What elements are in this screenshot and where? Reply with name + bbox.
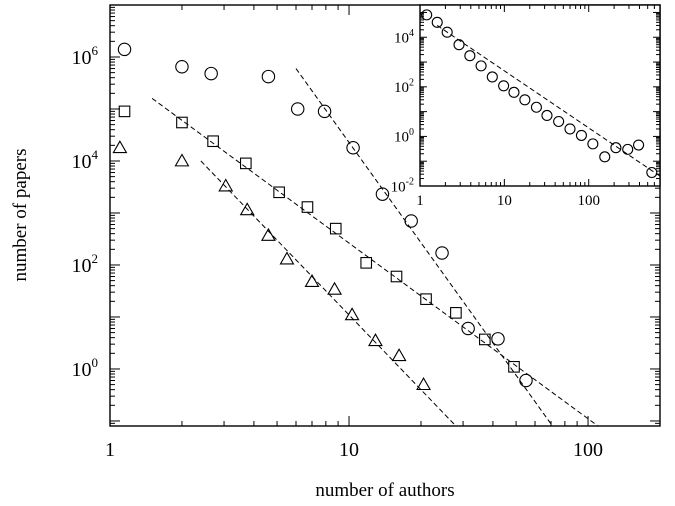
inset-point-circle xyxy=(622,143,634,155)
main-point-square xyxy=(239,157,252,170)
main-point-circle xyxy=(290,102,305,116)
main-point-triangle xyxy=(327,281,343,295)
main-fit-lines xyxy=(151,68,599,426)
main-point-circle xyxy=(435,246,449,260)
main-y-tick-label: 104 xyxy=(72,147,99,173)
main-point-triangle xyxy=(304,273,320,287)
y-axis-title: number of papers xyxy=(10,149,31,282)
inset-y-tick-label: 104 xyxy=(394,28,414,47)
inset-point-circle xyxy=(519,94,531,106)
x-axis-title: number of authors xyxy=(315,480,454,501)
inset-point-circle xyxy=(553,115,565,128)
main-point-triangle xyxy=(416,376,431,391)
main-point-circle xyxy=(204,66,218,81)
inset-point-circle xyxy=(431,16,443,28)
inset-point-circle xyxy=(599,151,611,163)
inset-point-circle xyxy=(453,39,465,51)
inset-x-tick-label: 1 xyxy=(416,193,424,209)
main-point-circle xyxy=(519,373,533,388)
main-x-tick-label: 100 xyxy=(573,439,603,461)
inset-point-circle xyxy=(587,138,599,150)
main-point-triangle xyxy=(218,178,234,192)
inset-chart: 1 10 100 10-2 100 102 104 xyxy=(391,4,661,209)
main-point-square xyxy=(273,186,285,199)
inset-point-circle xyxy=(498,80,510,92)
inset-plot-frame xyxy=(419,4,661,187)
main-point-circle xyxy=(117,42,132,57)
main-point-triangle xyxy=(112,140,128,154)
main-point-square xyxy=(329,222,342,235)
main-tick-labels: 1 10 100 100 102 104 106 xyxy=(72,43,604,461)
main-point-triangle xyxy=(344,307,360,321)
inset-point-circle xyxy=(541,109,553,122)
main-point-circle xyxy=(404,214,418,228)
main-x-tick-label: 1 xyxy=(105,439,115,461)
main-y-tick-label: 106 xyxy=(72,43,99,69)
inset-point-circle xyxy=(441,26,453,38)
inset-x-tick-label: 100 xyxy=(577,193,600,209)
main-point-square xyxy=(479,333,491,346)
main-point-square xyxy=(207,135,219,148)
main-point-square xyxy=(508,360,520,373)
main-point-triangle xyxy=(391,348,407,362)
inset-point-circle xyxy=(610,142,622,154)
inset-markers xyxy=(421,9,658,179)
main-fit-line xyxy=(151,97,599,426)
main-point-triangle xyxy=(174,153,190,167)
inset-point-circle xyxy=(530,101,542,113)
main-plot-frame xyxy=(109,4,661,427)
main-point-circle xyxy=(317,104,332,119)
main-point-circle xyxy=(175,59,189,74)
main-y-tick-label: 102 xyxy=(72,251,99,277)
inset-x-tick-label: 10 xyxy=(497,193,512,209)
inset-point-circle xyxy=(575,129,587,141)
main-point-circle xyxy=(461,321,475,336)
main-point-square xyxy=(390,270,403,283)
main-point-triangle xyxy=(367,333,383,347)
main-point-circle xyxy=(491,332,505,346)
inset-y-tick-label: 102 xyxy=(394,77,414,96)
inset-y-tick-label: 10-2 xyxy=(391,177,414,196)
main-fit-line xyxy=(295,68,553,426)
inset-point-circle xyxy=(475,60,487,72)
main-point-square xyxy=(360,257,373,269)
inset-point-circle xyxy=(564,123,576,135)
main-point-square xyxy=(450,307,462,319)
main-point-triangle xyxy=(260,227,276,241)
main-point-circle xyxy=(375,187,390,201)
inset-point-circle xyxy=(508,86,520,98)
main-fit-line xyxy=(200,160,457,426)
main-point-circle xyxy=(346,140,360,155)
inset-point-circle xyxy=(646,166,658,179)
main-point-triangle xyxy=(279,251,295,265)
main-point-square xyxy=(176,116,188,129)
inset-point-circle xyxy=(464,50,476,62)
inset-y-tick-label: 100 xyxy=(394,127,414,146)
inset-tick-labels: 1 10 100 10-2 100 102 104 xyxy=(391,28,600,209)
main-x-tick-label: 10 xyxy=(339,439,359,461)
main-point-square xyxy=(118,105,131,118)
main-point-square xyxy=(301,201,314,213)
main-point-circle xyxy=(261,69,276,84)
inset-point-circle xyxy=(486,71,498,83)
main-y-tick-label: 100 xyxy=(72,355,99,381)
main-markers xyxy=(112,42,533,391)
main-point-square xyxy=(420,293,432,305)
main-point-triangle xyxy=(239,202,255,216)
inset-point-circle xyxy=(633,139,645,151)
